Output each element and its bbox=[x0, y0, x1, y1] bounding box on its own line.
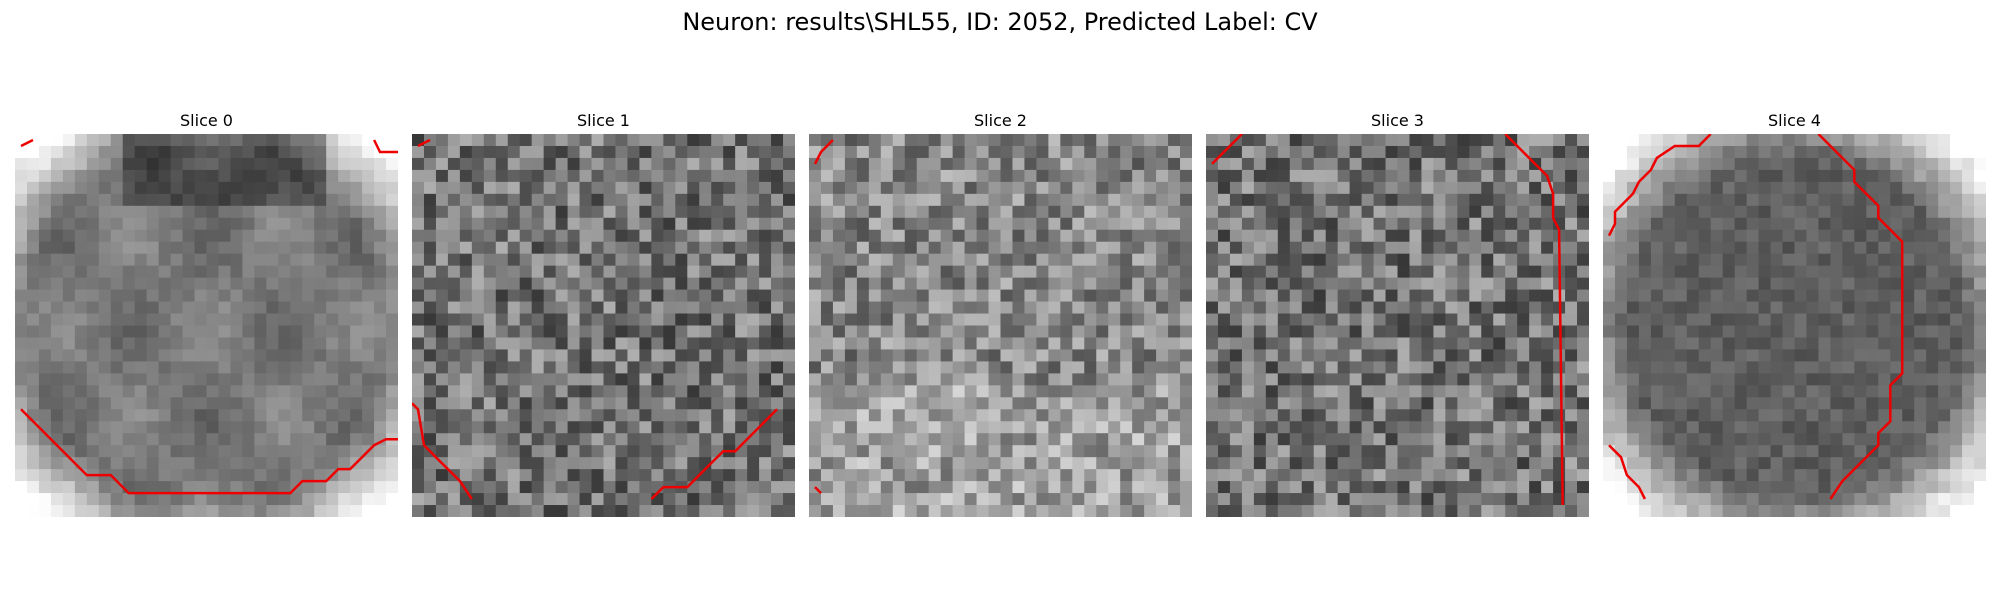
contour-line bbox=[417, 138, 431, 148]
slice-image bbox=[809, 134, 1192, 517]
slice-panel-3: Slice 3 bbox=[1206, 110, 1589, 517]
slice-title: Slice 1 bbox=[577, 111, 630, 130]
contour-line bbox=[1504, 134, 1564, 506]
slice-title: Slice 4 bbox=[1768, 111, 1821, 130]
slice-panel-4: Slice 4 bbox=[1603, 110, 1986, 517]
slice-title: Slice 0 bbox=[180, 111, 233, 130]
contour-line bbox=[372, 139, 398, 154]
slice-image bbox=[1206, 134, 1589, 517]
contour-line bbox=[813, 139, 834, 165]
slice-panel-2: Slice 2 bbox=[809, 110, 1192, 517]
contour-line bbox=[412, 402, 473, 500]
contour-line bbox=[650, 408, 778, 500]
slice-panel-0: Slice 0 bbox=[15, 110, 398, 517]
contour-line bbox=[20, 138, 34, 148]
slice-title: Slice 2 bbox=[974, 111, 1027, 130]
slice-image bbox=[1603, 134, 1986, 517]
figure-title: Neuron: results\SHL55, ID: 2052, Predict… bbox=[682, 8, 1318, 36]
contour-line bbox=[20, 408, 398, 495]
contour-line bbox=[814, 486, 822, 494]
slice-title: Slice 3 bbox=[1371, 111, 1424, 130]
contour-line bbox=[1607, 134, 1712, 237]
slice-image bbox=[15, 134, 398, 517]
contour-line bbox=[1817, 134, 1904, 500]
slice-image bbox=[412, 134, 795, 517]
slice-panel-1: Slice 1 bbox=[412, 110, 795, 517]
contour-line bbox=[1211, 134, 1243, 165]
contour-line bbox=[1608, 444, 1647, 500]
